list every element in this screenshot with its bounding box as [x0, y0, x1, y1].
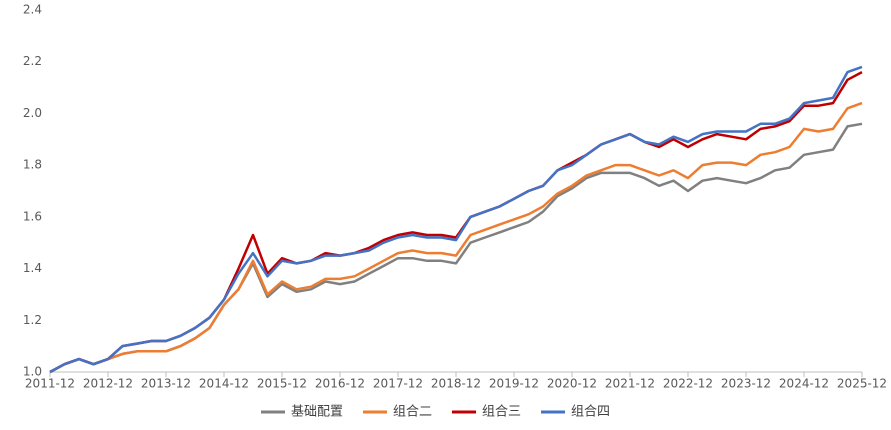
y-tick-label: 1.8: [23, 158, 42, 172]
x-tick-label: 2020-12: [547, 377, 597, 391]
series-line: [49, 65, 863, 374]
x-tick-label: 2019-12: [489, 377, 539, 391]
x-tick-label: 2016-12: [315, 377, 365, 391]
y-tick-label: 1.4: [23, 261, 42, 275]
x-tick-label: 2023-12: [721, 377, 771, 391]
x-tick-label: 2012-12: [83, 377, 133, 391]
x-tick-label: 2017-12: [373, 377, 423, 391]
series-line: [49, 70, 863, 374]
y-tick-label: 1.0: [23, 365, 42, 379]
y-tick-label: 2.2: [23, 54, 42, 68]
x-tick-label: 2015-12: [257, 377, 307, 391]
y-tick-label: 2.4: [23, 3, 42, 17]
legend-label: 基础配置: [291, 405, 343, 420]
x-tick-label: 2014-12: [199, 377, 249, 391]
x-tick-label: 2021-12: [605, 377, 655, 391]
x-tick-label: 2024-12: [779, 377, 829, 391]
series-line: [49, 122, 863, 374]
x-tick-label: 2013-12: [141, 377, 191, 391]
legend-label: 组合二: [393, 405, 432, 420]
y-tick-label: 1.6: [23, 209, 42, 223]
x-tick-label: 2022-12: [663, 377, 713, 391]
y-tick-label: 2.0: [23, 106, 42, 120]
x-tick-label: 2011-12: [25, 377, 75, 391]
y-tick-label: 1.2: [23, 313, 42, 327]
legend-label: 组合四: [571, 405, 610, 420]
legend-label: 组合三: [482, 405, 521, 420]
x-tick-label: 2018-12: [431, 377, 481, 391]
x-tick-label: 2025-12: [837, 377, 887, 391]
series-line: [49, 101, 863, 374]
